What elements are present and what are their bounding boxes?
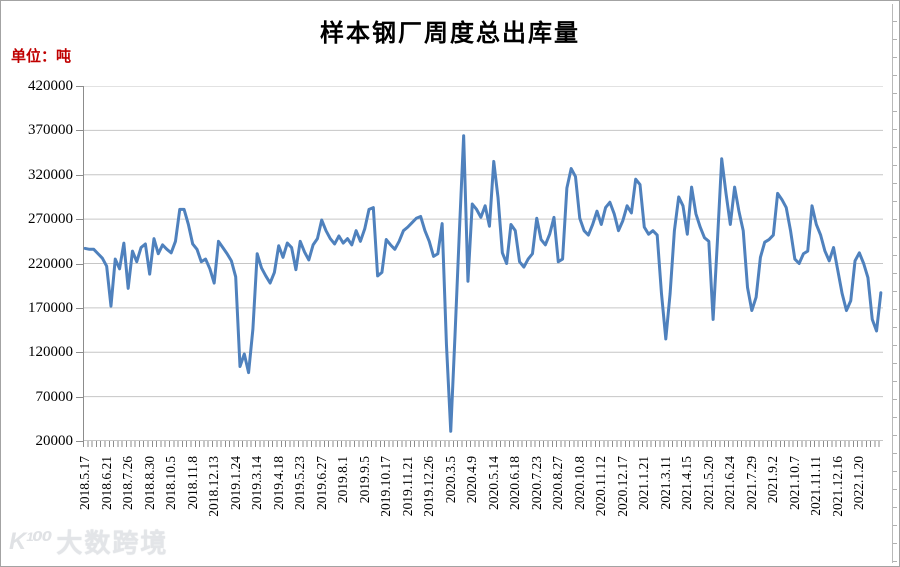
y-axis-tick (76, 86, 83, 87)
y-axis-tick (76, 263, 83, 265)
x-axis-label: 2019.4.18 (270, 456, 286, 510)
y-axis-label: 220000 (28, 255, 73, 272)
chart-title: 样本钢厂周度总出库量 (320, 21, 580, 47)
x-axis-label: 2018.10.5 (163, 456, 179, 510)
y-axis-label: 170000 (28, 299, 73, 316)
x-axis-label: 2018.8.30 (141, 456, 157, 510)
y-axis-tick (76, 307, 83, 309)
x-axis-label: 2021.1.21 (636, 456, 652, 510)
x-axis-label: 2020.11.12 (593, 456, 609, 517)
x-axis-minor-ticks (83, 441, 883, 447)
x-axis-label: 2021.4.15 (679, 456, 695, 510)
x-axis-label: 2019.8.1 (335, 456, 351, 504)
x-axis-label: 2020.5.14 (485, 456, 501, 510)
x-axis-label: 2020.12.17 (614, 456, 630, 517)
x-axis-label: 2018.6.21 (98, 456, 114, 510)
x-axis-label: 2021.12.16 (829, 456, 845, 517)
watermark-text: 大数跨境 (56, 528, 169, 558)
y-axis-label: 370000 (28, 122, 73, 139)
x-axis-label: 2018.7.26 (120, 456, 136, 510)
x-axis-label: 2021.11.11 (808, 456, 824, 516)
y-axis-label: 420000 (28, 78, 73, 94)
x-axis-label: 2019.12.26 (421, 456, 437, 517)
y-axis-label: 270000 (28, 211, 73, 228)
y-axis-tick (76, 352, 83, 354)
x-axis-label: 2018.12.13 (206, 456, 222, 517)
x-axis-label: 2019.6.27 (313, 456, 329, 510)
x-axis-label: 2020.3.5 (442, 456, 458, 504)
watermark-logo: K¹⁰⁰ (9, 528, 52, 555)
y-axis-label: 70000 (35, 388, 74, 405)
x-axis-label: 2019.10.17 (378, 456, 394, 517)
x-axis-label: 2019.9.5 (356, 456, 372, 504)
y-axis-label: 320000 (28, 166, 73, 183)
y-axis-tick (76, 441, 83, 442)
data-series-line (83, 134, 883, 433)
plot-area (83, 85, 883, 442)
x-axis-label: 2019.3.14 (249, 456, 265, 510)
y-axis-tick (76, 130, 83, 132)
x-axis-label: 2021.5.20 (700, 456, 716, 510)
y-axis-label: 120000 (28, 344, 73, 361)
x-axis-label: 2018.5.17 (77, 456, 93, 510)
right-edge-axis (892, 4, 897, 563)
x-axis-label: 2019.1.24 (227, 456, 243, 510)
unit-label: 单位：吨 (11, 48, 72, 65)
y-axis-tick (76, 174, 83, 176)
y-axis-tick (76, 219, 83, 221)
x-axis-label: 2020.4.9 (464, 456, 480, 504)
y-axis-label: 20000 (35, 433, 74, 449)
line-chart-svg (83, 85, 883, 442)
x-axis-label: 2022.1.20 (851, 456, 867, 510)
x-axis-label: 2020.6.18 (507, 456, 523, 510)
x-axis-label: 2020.10.8 (571, 456, 587, 510)
x-axis-label: 2021.9.2 (765, 456, 781, 504)
x-axis-label: 2021.10.7 (786, 456, 802, 510)
x-axis-label: 2021.6.24 (722, 456, 738, 510)
y-axis-tick (76, 396, 83, 398)
x-axis-label: 2020.8.27 (550, 456, 566, 510)
x-axis-label: 2019.11.21 (399, 456, 415, 517)
x-axis-label: 2021.7.29 (743, 456, 759, 510)
x-axis-label: 2019.5.23 (292, 456, 308, 510)
x-axis-label: 2020.7.23 (528, 456, 544, 510)
x-axis-label: 2018.11.8 (184, 456, 200, 510)
x-axis-label: 2021.3.11 (657, 456, 673, 510)
watermark: K¹⁰⁰ 大数跨境 (9, 523, 168, 560)
